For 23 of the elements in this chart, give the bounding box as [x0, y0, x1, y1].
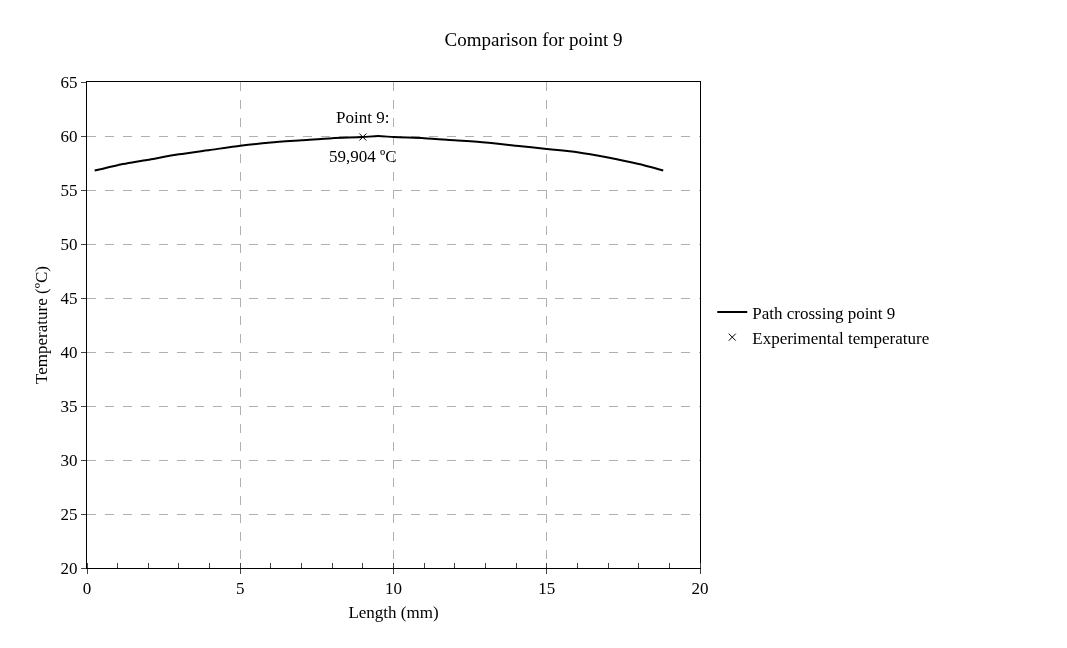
y-tick-label: 30 — [60, 450, 78, 470]
y-tick-label: 60 — [60, 126, 78, 146]
y-tick-label: 40 — [60, 342, 78, 362]
annotation: Point 9: — [336, 108, 390, 127]
x-tick-label: 10 — [385, 579, 402, 599]
x-tick-label: 15 — [538, 579, 556, 599]
legend-label: Path crossing point 9 — [752, 303, 896, 323]
annotation: 59,904 ºC — [329, 147, 397, 166]
y-tick-label: 50 — [60, 234, 78, 254]
line-series — [93, 135, 665, 172]
x-tick-label: 5 — [236, 579, 245, 599]
y-tick-label: 20 — [60, 558, 78, 578]
y-tick-label: 65 — [60, 72, 78, 92]
legend-label: Experimental temperature — [752, 328, 930, 348]
y-tick-label: 45 — [60, 288, 78, 308]
y-tick-label: 25 — [60, 504, 78, 524]
y-tick-label: 35 — [60, 396, 78, 416]
chart-title: Comparison for point 9 — [444, 28, 623, 50]
x-tick-label: 20 — [691, 579, 709, 599]
x-axis-title: Length (mm) — [348, 602, 439, 622]
y-axis-title: Temperature (ºC) — [32, 266, 52, 384]
x-tick-label: 0 — [82, 579, 92, 599]
y-tick-label: 55 — [60, 180, 78, 200]
